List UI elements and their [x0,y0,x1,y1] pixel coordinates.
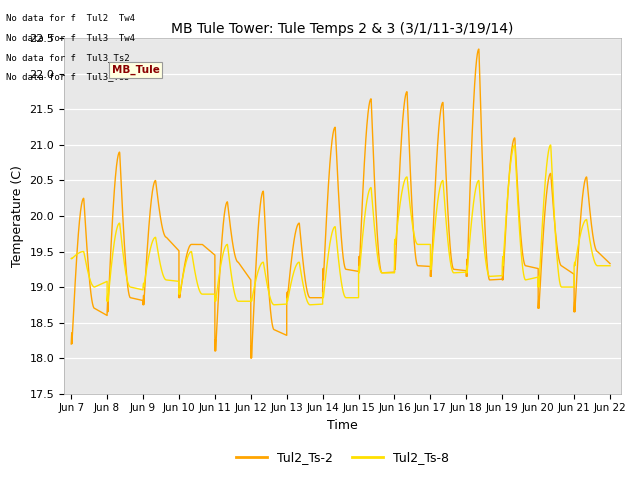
Text: No data for f  Tul3_Ts2: No data for f Tul3_Ts2 [6,53,130,62]
Text: No data for f  Tul2  Tw4: No data for f Tul2 Tw4 [6,14,136,24]
Legend: Tul2_Ts-2, Tul2_Ts-8: Tul2_Ts-2, Tul2_Ts-8 [231,446,454,469]
Title: MB Tule Tower: Tule Temps 2 & 3 (3/1/11-3/19/14): MB Tule Tower: Tule Temps 2 & 3 (3/1/11-… [172,22,513,36]
Y-axis label: Temperature (C): Temperature (C) [11,165,24,267]
Text: MB_Tule: MB_Tule [112,65,160,75]
Text: No data for f  Tul3  Tw4: No data for f Tul3 Tw4 [6,34,136,43]
Text: No data for f  Tul3_Ts5: No data for f Tul3_Ts5 [6,72,130,81]
X-axis label: Time: Time [327,419,358,432]
